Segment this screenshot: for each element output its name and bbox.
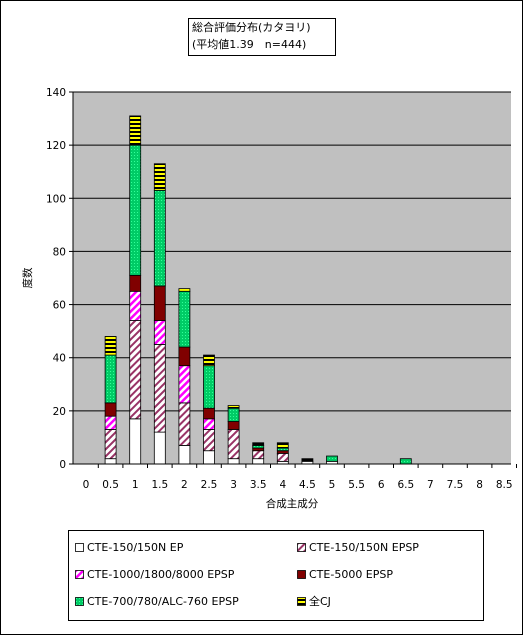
bar-segment-1-2.5 (203, 450, 215, 465)
x-axis-title: 合成主成分 (266, 497, 319, 510)
y-axis-title: 度数 (21, 267, 34, 288)
plot-area (73, 92, 511, 464)
y-tick-label: 100 (46, 193, 66, 205)
bar-segment-5-2.5 (203, 365, 215, 409)
bar-segment-3-0.5 (104, 415, 117, 430)
y-tick-label: 60 (53, 300, 66, 312)
y-tick-label: 80 (53, 246, 66, 258)
bar-segment-5-2 (178, 290, 191, 348)
x-tick-label: 5 (329, 479, 336, 491)
bar-segment-1-1 (129, 418, 142, 465)
bar-segment-4-1.5 (153, 285, 166, 321)
bar-segment-6-3 (227, 405, 240, 409)
x-tick-label: 1.5 (151, 479, 168, 491)
chart-title-line-1: 総合評価分布(カタヨリ) (192, 21, 311, 34)
bar-segment-4-2.5 (203, 407, 215, 420)
bar-segment-2-3 (227, 429, 240, 460)
bar-segment-4-1 (129, 274, 142, 292)
x-tick-label: 4.5 (299, 479, 316, 491)
legend-swatch (297, 543, 306, 552)
y-tick-label: 0 (59, 459, 66, 471)
x-tick-label: 0 (83, 479, 90, 491)
bar-segment-1-0.5 (104, 458, 117, 465)
bar-segment-6-2.5 (203, 354, 215, 367)
bar-segment-2-0.5 (104, 429, 117, 460)
x-tick-label: 2 (181, 479, 188, 491)
y-tick-label: 140 (46, 87, 66, 99)
bar-segment-1-3.5 (252, 458, 265, 465)
x-tick-label: 3 (230, 479, 237, 491)
legend-label: CTE-150/150N EPSP (309, 541, 419, 554)
bar-segment-2-2 (178, 402, 191, 446)
x-tick-label: 8 (476, 479, 483, 491)
legend-swatch (297, 597, 306, 606)
bar-segment-5-1.5 (153, 189, 166, 287)
x-tick-label: 2.5 (201, 479, 218, 491)
bar-segment-4-2 (178, 346, 191, 367)
legend: CTE-150/150N EP CTE-150/150N EPSP CTE-1000… (68, 530, 484, 621)
legend-label: CTE-5000 EPSP (309, 568, 394, 581)
bar-segment-3-1 (129, 290, 142, 321)
bar-segment-6-2 (178, 288, 191, 292)
legend-swatch (297, 570, 306, 579)
bar-segment-2-3.5 (252, 450, 265, 460)
bar-segment-1-1.5 (153, 431, 166, 465)
chart-title-line-2: (平均値1.39 n=444) (192, 38, 307, 51)
x-tick-label: 8.5 (496, 479, 513, 491)
bar-segment-4-3 (227, 421, 240, 430)
legend-label: CTE-150/150N EP (87, 541, 184, 554)
bar-segment-2-1.5 (153, 344, 166, 433)
y-tick-label: 40 (53, 353, 66, 365)
x-tick-label: 7 (427, 479, 434, 491)
x-tick-label: 7.5 (447, 479, 464, 491)
bar-segment-6-0.5 (104, 336, 117, 356)
y-tick-label: 120 (46, 140, 66, 152)
bar-segment-5-0.5 (104, 354, 117, 404)
x-tick-label: 3.5 (250, 479, 267, 491)
bar-segment-5-1 (129, 144, 142, 276)
legend-swatch (75, 597, 84, 606)
bar-segment-6-1 (129, 115, 142, 146)
bar-segment-1-3 (227, 458, 240, 465)
x-tick-label: 1 (132, 479, 139, 491)
legend-label: CTE-1000/1800/8000 EPSP (87, 568, 235, 581)
bar-segment-5-6.5 (399, 458, 412, 465)
x-tick-label: 6.5 (397, 479, 414, 491)
bar-segment-2-4 (276, 452, 289, 462)
legend-swatch (75, 570, 84, 579)
chart-title: 総合評価分布(カタヨリ) (平均値1.39 n=444) (188, 18, 336, 56)
legend-label: 全CJ (309, 595, 331, 608)
legend-label: CTE-700/780/ALC-760 EPSP (87, 595, 239, 608)
bar-segment-6-1.5 (153, 163, 166, 191)
x-tick-label: 5.5 (348, 479, 365, 491)
x-tick-label: 4 (279, 479, 286, 491)
bar-segment-5-3 (227, 407, 240, 422)
bar-segment-3-2 (178, 365, 191, 404)
bar-segment-2-1 (129, 320, 142, 420)
legend-swatch (75, 543, 84, 552)
x-tick-label: 6 (378, 479, 385, 491)
bar-segment-3-2.5 (203, 418, 215, 430)
bar-segment-2-2.5 (203, 429, 215, 452)
bar-segment-1-2 (178, 444, 191, 465)
bar-segment-4-0.5 (104, 402, 117, 417)
bar-segment-3-1.5 (153, 320, 166, 345)
x-tick-label: 0.5 (102, 479, 119, 491)
bar-segment-6-4.5 (301, 458, 314, 462)
y-tick-label: 20 (53, 406, 66, 418)
bar-segment-6-4 (276, 442, 289, 449)
bar-segment-6-3.5 (252, 442, 265, 446)
bar-segment-5-5 (326, 455, 338, 462)
